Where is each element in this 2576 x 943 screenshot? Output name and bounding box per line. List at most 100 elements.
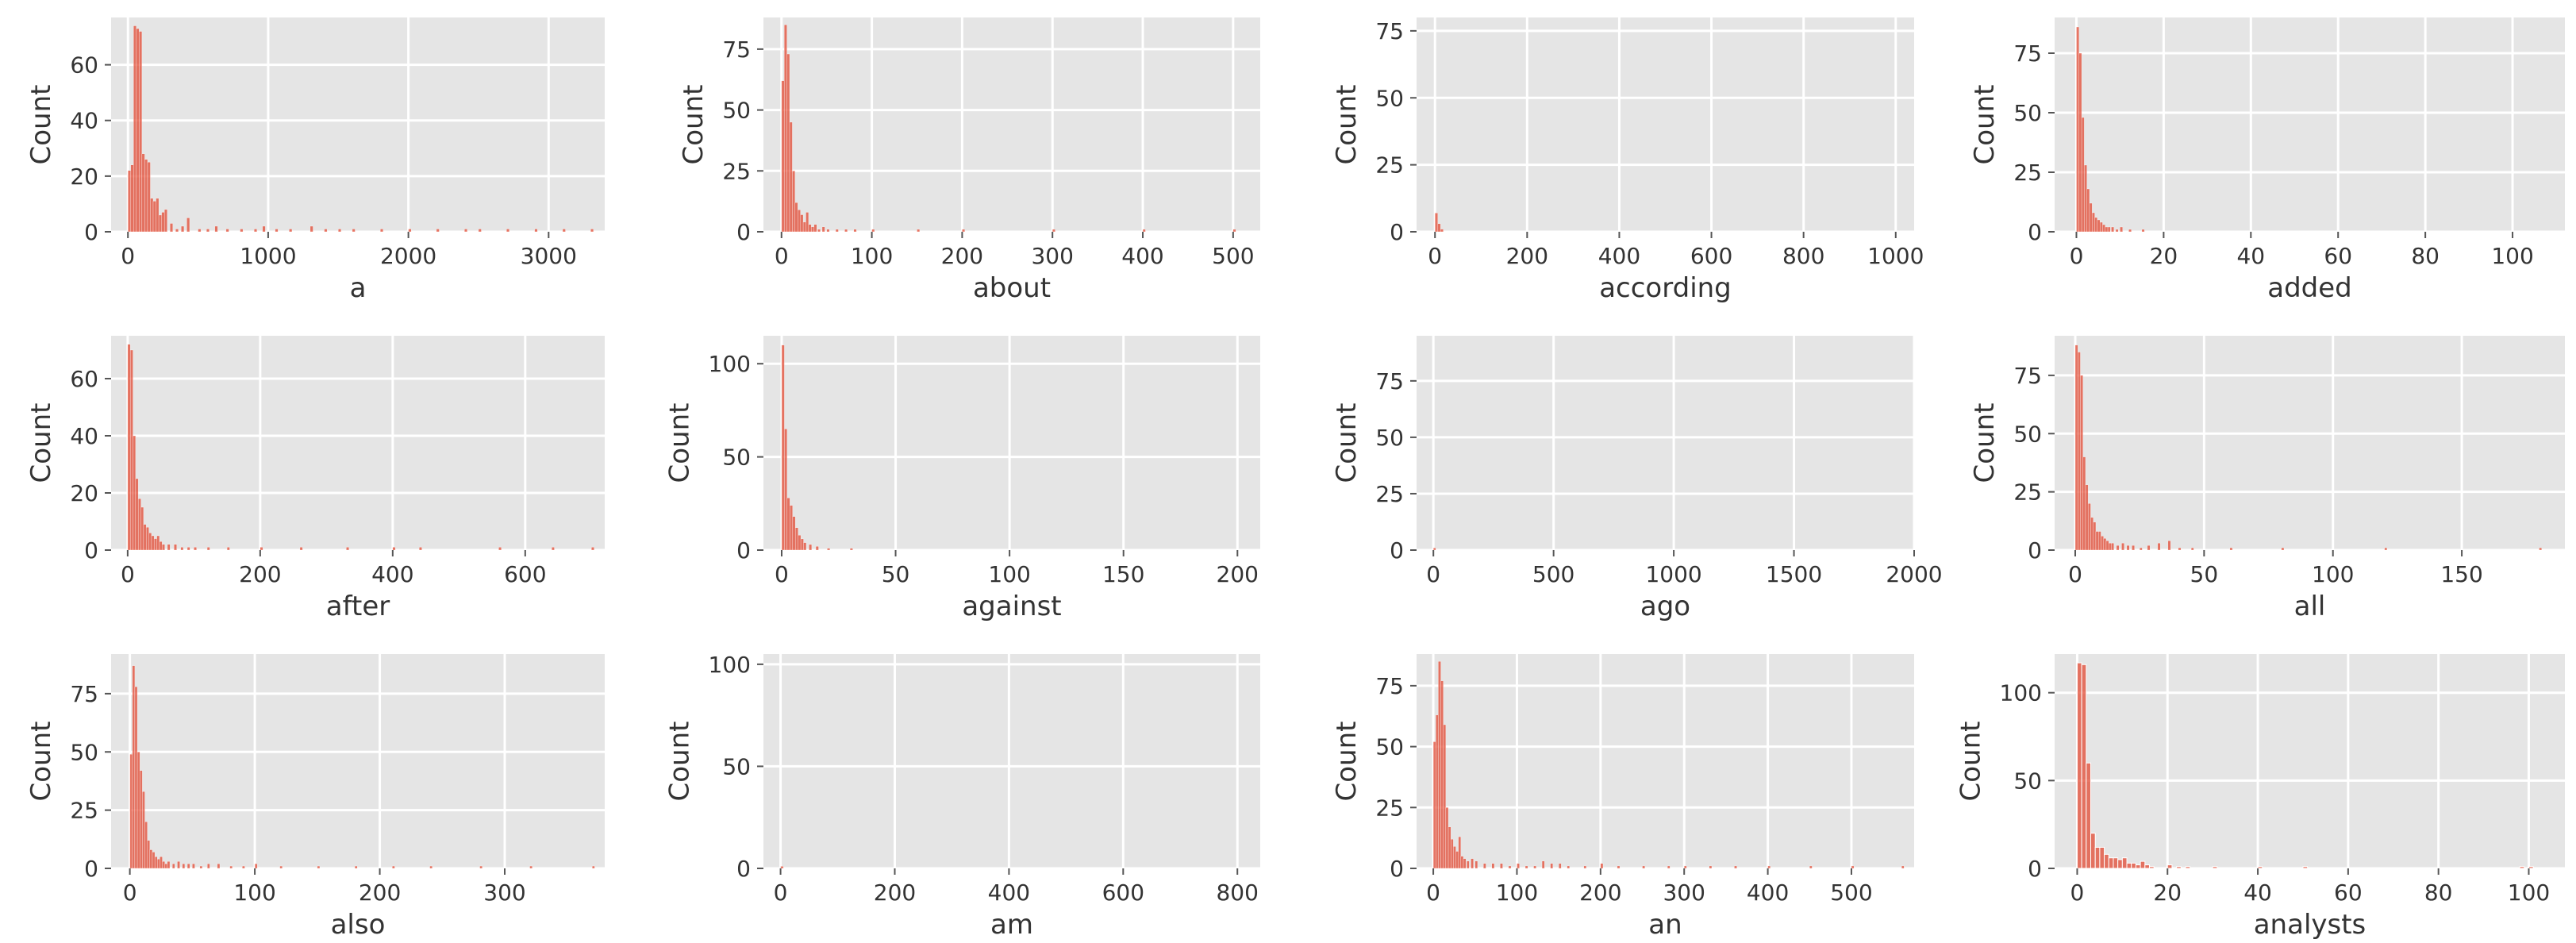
histogram-bar [147, 840, 150, 869]
histogram-bar [149, 849, 153, 869]
histogram-bar [811, 226, 814, 233]
histogram-bar [139, 31, 143, 233]
histogram-bar [147, 162, 151, 233]
y-axis-label: Count [678, 85, 709, 165]
histogram-bar [275, 229, 279, 233]
histogram-bar [170, 223, 173, 233]
x-tick-label: 0 [1428, 243, 1442, 269]
histogram-bar [792, 516, 796, 551]
histogram-bar [174, 544, 177, 551]
histogram-bar [2090, 517, 2093, 551]
histogram-bar [1851, 865, 1855, 869]
x-tick-label: 1000 [240, 243, 296, 269]
x-tick-label: 0 [775, 561, 789, 587]
histogram-bar [419, 547, 422, 551]
histogram-bar [1558, 863, 1562, 869]
histogram-bar [2089, 202, 2093, 233]
histogram-bar [143, 524, 147, 551]
histogram-bar [2113, 857, 2119, 869]
histogram-bar [225, 229, 229, 233]
x-tick-label: 80 [2424, 879, 2453, 906]
histogram-bar [129, 754, 133, 869]
y-axis-label: Count [25, 85, 57, 165]
histogram-bar [2135, 864, 2141, 869]
histogram-bar [194, 547, 197, 551]
histogram-bar [800, 214, 804, 233]
y-axis-label: Count [1969, 85, 2001, 165]
histogram-panel-according: 0 200 400 600 800 1000 0 25 50 75 according Count [1331, 17, 1924, 304]
x-tick-label: 100 [233, 879, 275, 906]
histogram-bar [2257, 866, 2263, 869]
histogram-bar [436, 229, 440, 233]
histogram-bar [2076, 26, 2079, 233]
plot-background [1417, 336, 1914, 550]
x-tick-label: 800 [1216, 879, 1258, 906]
y-tick-label: 50 [722, 753, 751, 779]
y-tick-label: 100 [709, 652, 751, 678]
histogram-bar [156, 535, 160, 551]
x-tick-label: 3000 [521, 243, 577, 269]
histogram-bar [809, 544, 813, 551]
x-tick-label: 200 [1579, 879, 1621, 906]
x-tick-label: 200 [941, 243, 983, 269]
histogram-bar [2157, 543, 2161, 551]
y-axis-label: Count [25, 403, 57, 483]
histogram-panel-an: 0 100 200 300 400 500 0 25 50 75 an Count [1331, 654, 1914, 941]
y-tick-label: 0 [1390, 219, 1404, 245]
histogram-bar [206, 229, 210, 233]
x-tick-label: 40 [2236, 243, 2265, 269]
histogram-bar [146, 527, 149, 551]
histogram-bar [1474, 860, 1478, 869]
histogram-bar [130, 164, 134, 233]
histogram-panel-a: 0 1000 2000 3000 0 20 40 60 a Count [25, 17, 605, 304]
x-tick-label: 20 [2153, 879, 2182, 906]
histogram-bar [229, 865, 233, 869]
histogram-bar [144, 159, 148, 233]
histogram-bar [1455, 851, 1459, 869]
histogram-bar [148, 533, 152, 551]
y-tick-label: 50 [2013, 421, 2042, 447]
histogram-bar [299, 547, 303, 551]
histogram-bar [562, 229, 566, 233]
histogram-bar [781, 80, 785, 233]
histogram-bar [800, 538, 804, 551]
histogram-bar [352, 229, 356, 233]
y-tick-label: 25 [1375, 152, 1404, 179]
histogram-bar [821, 226, 825, 233]
y-tick-label: 50 [722, 98, 751, 124]
x-tick-label: 400 [1598, 243, 1640, 269]
y-axis-label: Count [1331, 403, 1363, 483]
histogram-bar [140, 770, 143, 869]
plot-background [763, 17, 1260, 232]
histogram-bar [2178, 547, 2182, 551]
y-tick-label: 50 [1375, 425, 1404, 451]
x-tick-label: 400 [1747, 879, 1789, 906]
histogram-bar [133, 435, 136, 551]
histogram-bar [917, 229, 921, 233]
histogram-bar [2076, 662, 2082, 869]
histogram-bar [1440, 680, 1444, 869]
histogram-bar [2539, 547, 2542, 551]
x-tick-label: 300 [1663, 879, 1705, 906]
y-tick-label: 50 [1375, 85, 1404, 111]
plot-background [111, 654, 605, 868]
x-axis-label: all [2294, 591, 2326, 622]
x-tick-label: 80 [2411, 243, 2440, 269]
histogram-bar [815, 546, 819, 551]
histogram-bar [150, 198, 154, 233]
histogram-bar [182, 863, 186, 869]
x-tick-label: 60 [2334, 879, 2363, 906]
histogram-bar [2092, 212, 2095, 233]
x-tick-label: 200 [1506, 243, 1548, 269]
x-tick-label: 500 [1532, 561, 1574, 587]
histogram-bar [795, 527, 798, 551]
x-tick-label: 60 [2324, 243, 2352, 269]
plot-background [1417, 17, 1914, 232]
histogram-bar [186, 863, 190, 869]
histogram-bar [802, 221, 806, 233]
histogram-bar [132, 665, 136, 869]
histogram-bar [591, 547, 594, 551]
y-tick-label: 0 [2028, 856, 2042, 882]
y-tick-label: 0 [2028, 537, 2042, 564]
histogram-bar [781, 344, 785, 551]
